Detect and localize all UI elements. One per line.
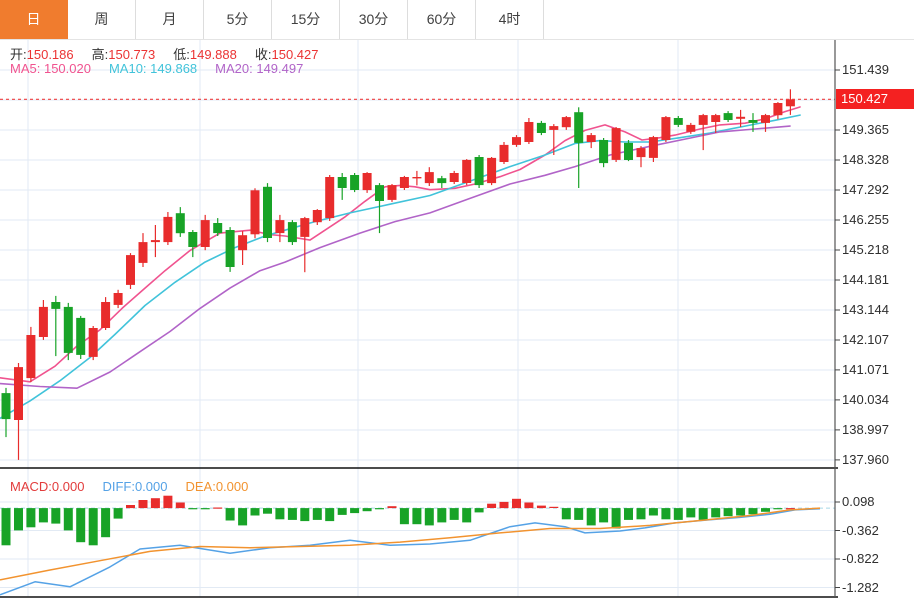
- tab-15min[interactable]: 15分: [272, 0, 340, 39]
- macd-axis-label: -0.822: [842, 551, 879, 566]
- tab-week[interactable]: 周: [68, 0, 136, 39]
- current-price-tag: 150.427: [836, 89, 914, 110]
- price-axis-label: 147.292: [842, 181, 889, 197]
- tab-month[interactable]: 月: [136, 0, 204, 39]
- price-axis-label: 145.218: [842, 241, 889, 257]
- price-axis-label: 142.107: [842, 331, 889, 347]
- ma-legend: MA5: 150.020 MA10: 149.868 MA20: 149.497: [10, 61, 321, 76]
- price-axis-label: 148.328: [842, 152, 889, 167]
- macd-axis-label: -0.362: [842, 522, 879, 538]
- legend-ma-ma5: MA5: 150.020: [10, 61, 91, 76]
- period-tab-bar: 日周月 5分 15分 30分 60分 4时: [0, 0, 914, 40]
- price-axis-label: 137.960: [842, 451, 889, 467]
- legend-ma-ma20: MA20: 149.497: [215, 61, 304, 76]
- price-axis-label: 143.144: [842, 301, 889, 317]
- tab-30min[interactable]: 30分: [340, 0, 408, 39]
- legend-ma-ma10: MA10: 149.868: [108, 61, 198, 76]
- legend-ohlc-high: 高:150.773: [91, 47, 156, 62]
- price-axis-label: 141.071: [842, 361, 889, 377]
- price-axis-label: 146.255: [842, 211, 889, 227]
- tab-day[interactable]: 日: [0, 0, 68, 39]
- price-axis-label: 140.034: [842, 391, 889, 407]
- macd-legend-diff: DIFF:0.000: [102, 479, 168, 494]
- macd-legend-macd: MACD:0.000: [10, 479, 85, 494]
- ohlc-legend: 开:150.186 高:150.773 低:149.888 收:150.427: [10, 44, 337, 63]
- legend-ohlc-open: 开:150.186: [10, 47, 74, 62]
- price-axis-label: 149.365: [842, 122, 889, 137]
- legend-ohlc-low: 低:149.888: [173, 47, 237, 62]
- legend-ohlc-close: 收:150.427: [254, 47, 319, 62]
- tab-4hour[interactable]: 4时: [476, 0, 544, 39]
- tab-60min[interactable]: 60分: [408, 0, 476, 39]
- macd-axis-label: -1.282: [842, 579, 879, 595]
- tab-5min[interactable]: 5分: [204, 0, 272, 39]
- macd-axis-label: 0.098: [842, 494, 875, 509]
- macd-legend: MACD:0.000 DIFF:0.000 DEA:0.000: [10, 479, 266, 494]
- price-axis-label: 138.997: [842, 421, 889, 437]
- price-axis-label: 151.439: [842, 62, 889, 77]
- macd-legend-dea: DEA:0.000: [185, 479, 249, 494]
- price-axis-label: 144.181: [842, 271, 889, 287]
